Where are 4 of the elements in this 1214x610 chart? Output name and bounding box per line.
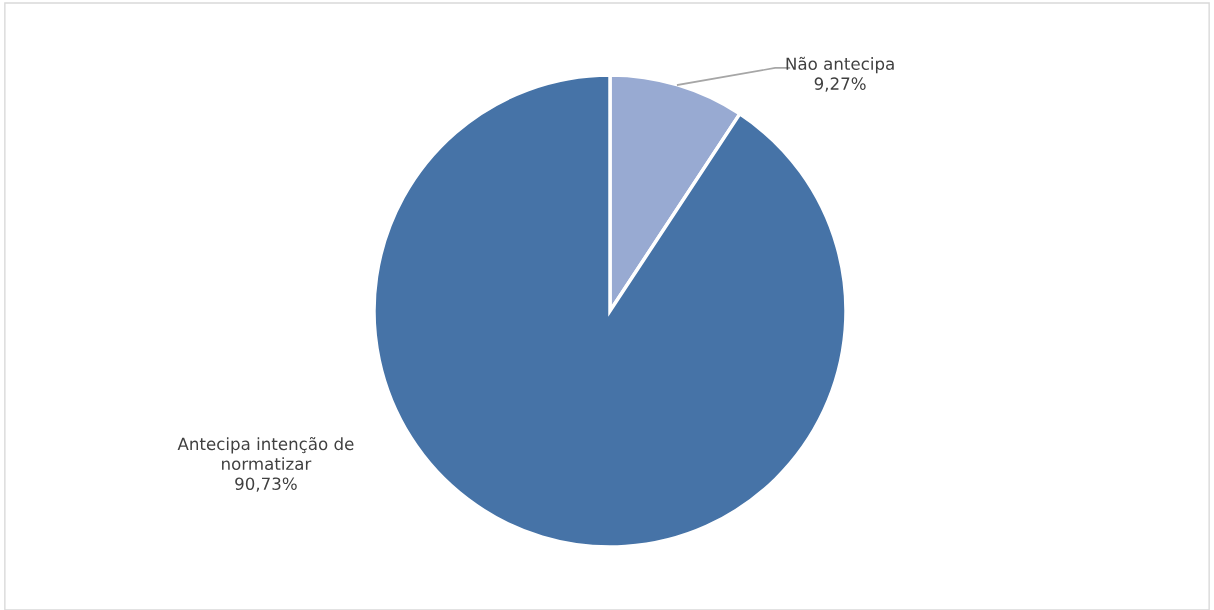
slice-label: Antecipa intenção de normatizar [177,436,354,471]
data-label: 9,27% [814,77,866,92]
data-label: 90,73% [235,477,297,492]
slice-label: Não antecipa [786,56,894,74]
